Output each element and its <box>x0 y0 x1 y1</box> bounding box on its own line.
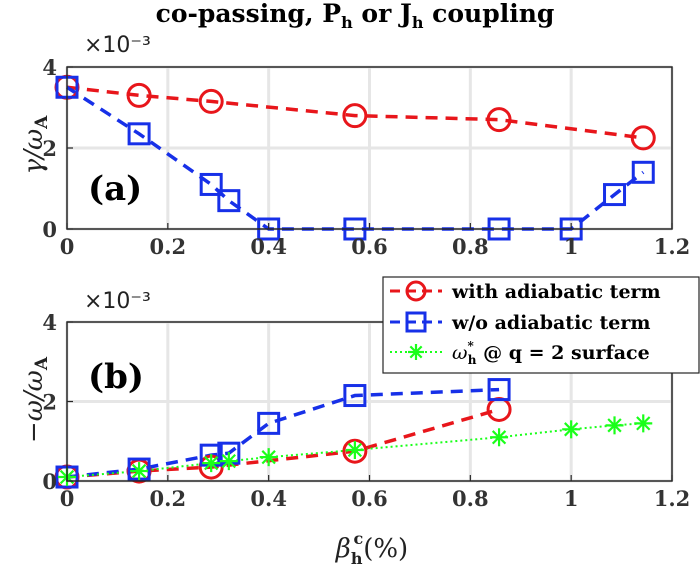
data-point-circle <box>126 82 152 108</box>
data-point-square <box>127 122 151 146</box>
panel-b: 0 0.2 0.4 0.6 0.8 1 1.2 0 2 4 ×10⁻³ −ω/ωA (b) βhc… <box>19 276 700 566</box>
legend-marker-omega <box>408 344 424 360</box>
y-label-b: −ω/ωA <box>19 356 52 443</box>
legend-marker-without <box>405 311 427 333</box>
x-tick-label: 1.2 <box>654 234 691 259</box>
data-point-star <box>605 416 624 435</box>
x-tick-label: 0.8 <box>452 486 489 511</box>
data-point-star <box>634 414 653 433</box>
data-point-square <box>199 172 223 196</box>
legend-with: with adiabatic term <box>451 281 661 303</box>
data-point-square <box>487 378 511 402</box>
x-tick-label: 0.8 <box>452 234 489 259</box>
x-tick-label: 0.2 <box>150 486 187 511</box>
y-tick-label: 4 <box>42 310 57 335</box>
y-tick-label: 4 <box>42 55 57 80</box>
data-point-circle <box>342 438 368 464</box>
data-point-star <box>259 448 278 467</box>
y-tick-label: 0 <box>42 469 57 494</box>
data-point-circle <box>198 88 224 114</box>
x-tick-label: 0 <box>60 234 75 259</box>
legend-star-glyph <box>408 344 424 360</box>
x-tick-label: 0.6 <box>351 234 388 259</box>
data-point-star <box>562 420 581 439</box>
data-point-square <box>603 183 627 207</box>
data-point-star <box>202 454 221 473</box>
legend-box <box>382 276 700 374</box>
data-point-star <box>345 440 364 459</box>
y-exponent-b: ×10⁻³ <box>84 289 151 314</box>
y-tick-label: 2 <box>42 136 57 161</box>
panel-a: 0 0.2 0.4 0.6 0.8 1 1.2 0 2 4 ×10⁻³ γ/ωA (a) <box>19 33 690 259</box>
x-tick-label: 0.4 <box>250 486 287 511</box>
panel-label-b: (b) <box>88 357 144 397</box>
y-tick-label: 0 <box>42 217 57 242</box>
chart-title: co-passing, Ph or Jh coupling <box>156 0 555 32</box>
data-point-star <box>490 428 509 447</box>
y-label-a: γ/ωA <box>19 115 52 175</box>
data-point-square <box>217 189 241 213</box>
panel-label-a: (a) <box>88 169 142 209</box>
x-tick-label: 1 <box>564 486 579 511</box>
legend-without: w/o adiabatic term <box>451 312 650 334</box>
data-point-square <box>257 411 281 435</box>
legend-omega: ω* h @ q = 2 surface <box>452 339 650 367</box>
x-tick-label: 0.4 <box>250 234 287 259</box>
y-tick-label: 2 <box>42 390 57 415</box>
series-line-star <box>66 422 644 479</box>
data-point-square <box>631 160 655 184</box>
x-tick-label: 1 <box>564 234 579 259</box>
x-label: βhc(%) <box>335 529 408 566</box>
legend: with adiabatic term w/o adiabatic term ω… <box>382 276 700 374</box>
x-tick-label: 0.6 <box>351 486 388 511</box>
x-tick-label: 1.2 <box>654 486 691 511</box>
x-tick-label: 0.2 <box>150 234 187 259</box>
data-point-circle <box>342 103 368 129</box>
data-point-star <box>130 462 149 481</box>
x-tick-label: 0 <box>60 486 75 511</box>
legend-marker-with <box>405 280 427 302</box>
y-exponent-a: ×10⁻³ <box>84 33 151 58</box>
ticks-a: 0 0.2 0.4 0.6 0.8 1 1.2 0 2 4 <box>42 55 690 259</box>
ticks-b: 0 0.2 0.4 0.6 0.8 1 1.2 0 2 4 <box>42 310 690 511</box>
data-point-square <box>343 384 367 408</box>
data-point-star <box>219 452 238 471</box>
data-point-circle <box>486 107 512 133</box>
series-b <box>54 378 653 490</box>
data-point-circle <box>630 125 656 151</box>
